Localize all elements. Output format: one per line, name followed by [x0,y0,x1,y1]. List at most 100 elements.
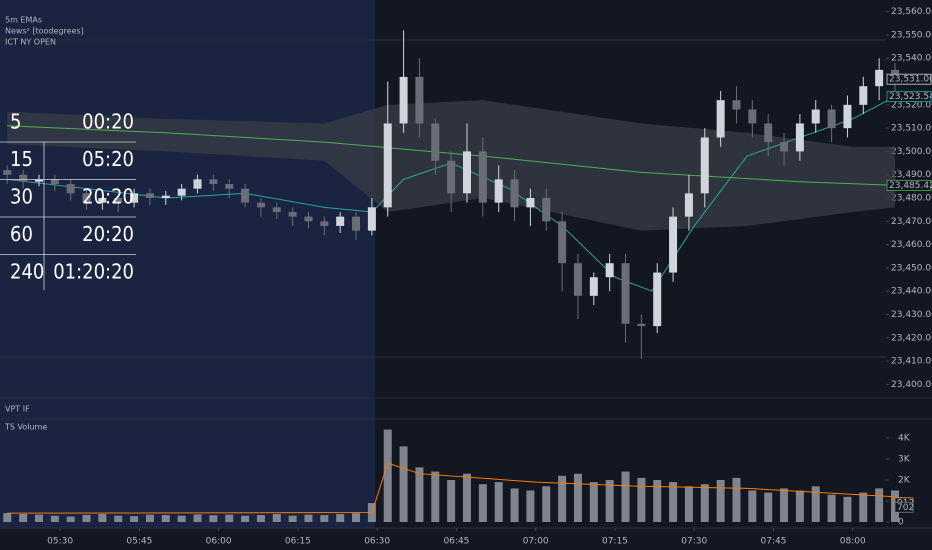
candle-body [431,123,440,161]
table-cell: 05:20 [82,147,134,171]
volume-bar [827,494,836,522]
candle-body [367,207,376,231]
volume-bar [573,473,582,522]
volume-bar [3,513,12,522]
x-tick-label: 07:15 [602,537,628,547]
candle-body [558,221,567,264]
y-tick-label: 3K [898,454,911,464]
y-tick-label: 23,490.00 [891,170,932,180]
y-tick-label: 23,400.00 [891,380,932,390]
y-tick-label: 23,430.00 [891,310,932,320]
volume-bar [621,471,630,522]
session-shade [0,398,375,528]
volume-bar [352,513,361,522]
value-marker: 702 [897,503,914,513]
candle-body [130,193,139,203]
candle-body [780,142,789,152]
volume-bar [478,484,487,522]
candle-body [82,193,91,203]
x-tick-label: 06:45 [443,537,469,547]
plot: 23,400.00 23,410.00 23,420.00 23,430.00 23,4… [3,7,932,547]
y-tick-label: 23,560.00 [891,7,932,17]
y-tick-label: 2K [898,475,911,485]
candle-body [700,137,709,194]
volume-bar [605,479,614,522]
volume-bar [256,515,265,522]
volume-bar [447,479,456,522]
volume-bar [510,488,519,522]
table-cell: 20:20 [82,222,134,246]
table-cell: 00:20 [82,110,134,134]
candle-body [875,69,884,87]
candle-body [98,198,107,203]
candle-body [320,221,329,226]
volume-bar [225,514,234,522]
volume-bar [320,515,329,522]
volume-bar [304,514,313,522]
y-tick-label: 23,450.00 [891,263,932,273]
y-tick-label: 23,460.00 [891,240,932,250]
candle-body [526,198,535,208]
volume-bar [336,514,345,522]
volume-bar [764,492,773,522]
candle-body [177,188,186,196]
y-tick-label: 23,440.00 [891,287,932,297]
volume-bar [34,514,43,522]
candle-body [764,123,773,143]
volume-bar [462,473,471,522]
x-tick-label: 07:30 [681,537,707,547]
y-tick-label: 23,500.00 [891,147,932,157]
session-table: 5 00:20 15 05:20 30 20:20 60 20:20 240 01:20:20 [0,110,136,290]
volume-bar [558,475,567,522]
legend: VPT IF [5,405,30,414]
y-tick-label: 0 [898,518,904,528]
y-tick-label: 23,410.00 [891,357,932,367]
price-label-box [886,91,932,102]
y-tick-label: 23,480.00 [891,194,932,204]
candle-body [383,123,392,208]
table-cell: 240 [10,260,44,284]
candle-body [50,179,59,185]
candle-body [19,174,28,182]
volume-bar [66,516,75,522]
x-tick-label: 08:00 [840,537,866,547]
x-tick-label: 05:45 [126,537,152,547]
candle-body [795,123,804,152]
volume-bar [19,514,28,522]
volume-bar [145,514,154,522]
volume-bar [272,514,281,522]
candle-body [193,179,202,189]
price-label: 23,523.54 [889,92,932,102]
volume-bar [399,446,408,522]
volume-bar [288,515,297,522]
candle-body [494,179,503,203]
volume-bar [589,482,598,522]
volume-bar [542,486,551,522]
candle-body [716,100,725,138]
y-tick-label: 23,520.00 [891,100,932,110]
value-marker-box [894,501,914,513]
volume-bar [161,515,170,522]
candle-body [859,86,868,105]
candle-body [114,198,123,203]
y-tick-label: 23,540.00 [891,54,932,64]
legend: News² [toodegrees] [5,27,84,36]
ema-line [7,96,896,292]
volume-bar [795,490,804,522]
volume-bar [716,479,725,522]
volume-bar [177,515,186,522]
candle-body [510,179,519,208]
candle-body [447,160,456,194]
legend: ICT NY OPEN [5,38,56,47]
candle-body [3,170,12,175]
volume-ma [7,462,896,514]
candle-body [573,263,582,296]
x-tick-label: 07:45 [760,537,786,547]
price-label-box [886,73,932,85]
candle-body [209,179,218,185]
legend: TS Volume [4,423,47,432]
volume-bar [494,482,503,522]
candle-body [605,263,614,278]
x-tick-label: 06:15 [285,537,311,547]
